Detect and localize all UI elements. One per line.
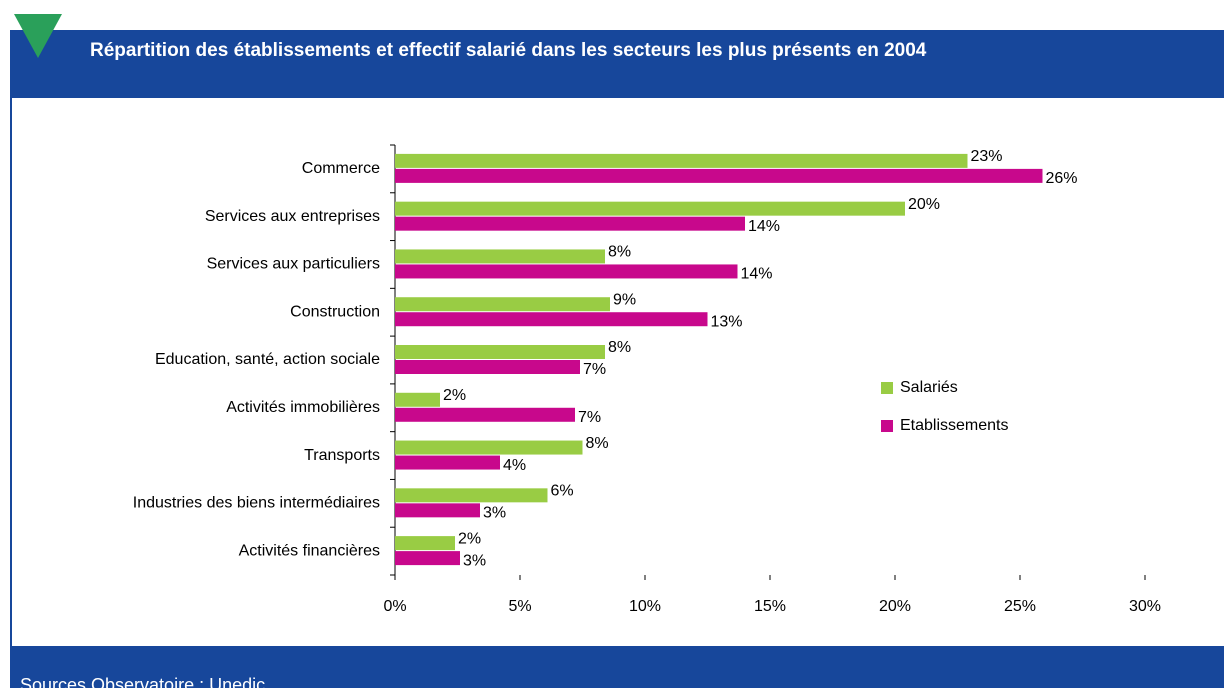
bar (395, 264, 738, 279)
y-tick-label: Education, santé, action sociale (155, 351, 380, 368)
x-tick-label: 30% (1129, 598, 1161, 615)
data-label: 3% (463, 552, 486, 569)
data-label: 26% (1046, 170, 1078, 187)
chart: 0% 5% 10% 15% 20% 25% 30% Commerce 23% 26% Service… (14, 14, 1161, 615)
corner-triangle (14, 14, 62, 58)
bar (395, 249, 605, 264)
y-tick-label: Construction (290, 303, 380, 320)
bar (395, 345, 605, 359)
bar (395, 168, 1043, 183)
data-label: 2% (443, 387, 466, 404)
data-label: 3% (483, 505, 506, 522)
title-bar: Répartition des établissements et effect… (10, 30, 1224, 98)
bar (395, 503, 480, 518)
data-label: 6% (551, 483, 574, 500)
x-tick-label: 15% (754, 598, 786, 615)
y-tick-label: Commerce (302, 160, 380, 177)
bar (395, 297, 610, 312)
bar (395, 392, 440, 407)
data-label: 14% (748, 218, 780, 235)
bar (395, 455, 500, 470)
bar (395, 488, 548, 503)
x-tick-label: 20% (879, 598, 911, 615)
y-tick-label: Activités financières (239, 542, 380, 559)
y-tick-label: Transports (304, 447, 380, 464)
y-tick-label: Services aux entreprises (205, 208, 380, 225)
data-label: 20% (908, 196, 940, 213)
bar (395, 407, 575, 422)
source: Sources Observatoire : Unedic (20, 675, 266, 695)
legend-label: Etablissements (900, 417, 1009, 434)
x-tick-label: 0% (383, 598, 406, 615)
chart-title: Répartition des établissements et effect… (90, 40, 927, 61)
data-label: 8% (586, 435, 609, 452)
y-tick-label: Activités immobilières (226, 399, 380, 416)
data-label: 8% (608, 339, 631, 356)
x-tick-label: 10% (629, 598, 661, 615)
data-label: 7% (578, 409, 601, 426)
bar (395, 360, 580, 374)
x-tick-label: 5% (508, 598, 531, 615)
frame-line (10, 98, 12, 646)
bar (395, 312, 708, 327)
x-tick-label: 25% (1004, 598, 1036, 615)
data-label: 4% (503, 457, 526, 474)
bar (395, 551, 460, 566)
data-label: 13% (711, 313, 743, 330)
data-label: 9% (613, 291, 636, 308)
bar (395, 153, 968, 168)
bar (395, 201, 905, 216)
legend-swatch (881, 420, 893, 432)
legend-swatch (881, 382, 893, 394)
y-tick-label: Services aux particuliers (207, 256, 380, 273)
data-label: 8% (608, 244, 631, 261)
legend-label: Salariés (900, 379, 958, 396)
data-label: 23% (971, 148, 1003, 165)
data-label: 2% (458, 530, 481, 547)
bar (395, 216, 745, 231)
data-label: 14% (741, 266, 773, 283)
data-label: 7% (583, 361, 606, 378)
bar (395, 440, 583, 455)
footer-bar: Sources Observatoire : Unedic (10, 646, 1224, 695)
bar (395, 536, 455, 551)
y-tick-label: Industries des biens intermédiaires (133, 495, 380, 512)
